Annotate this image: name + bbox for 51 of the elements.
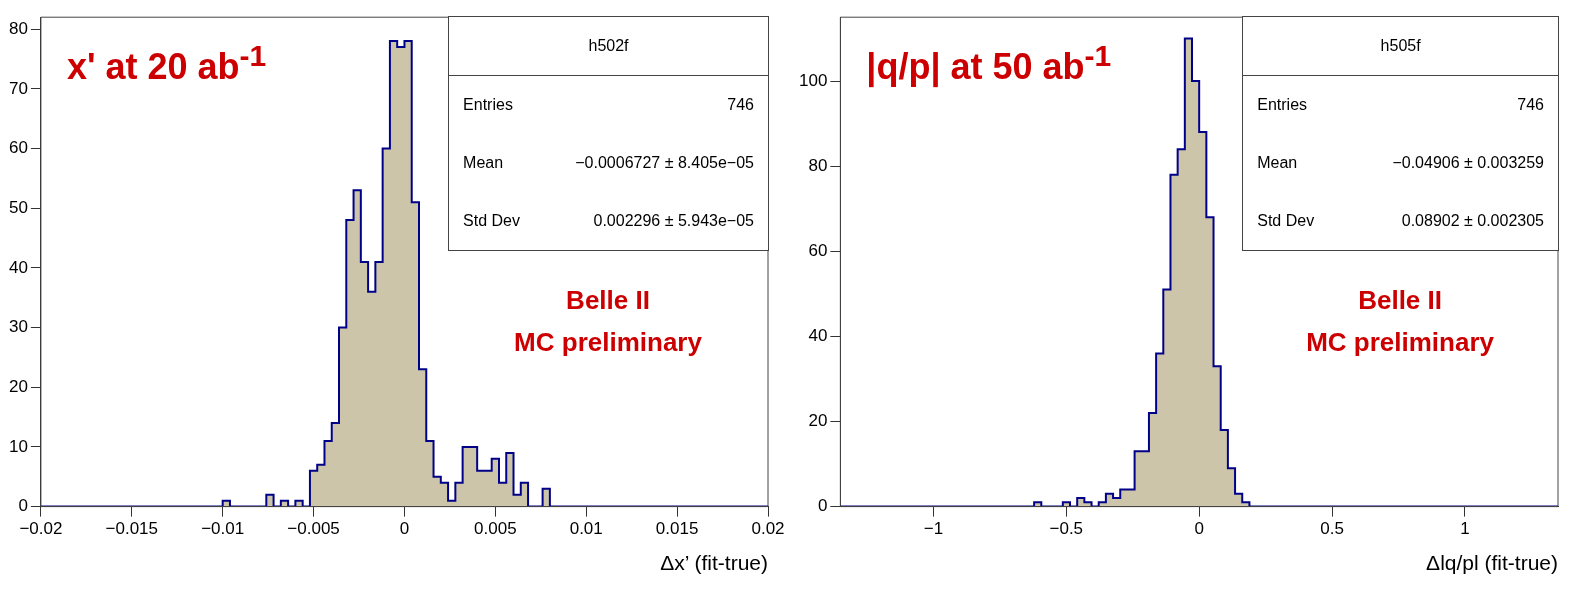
annotation: Belle II: [1357, 284, 1443, 318]
y-tick-label: 40: [808, 326, 828, 346]
x-axis-title: Δx’ (fit-true): [660, 550, 768, 575]
x-tick-label: 0.02: [751, 519, 785, 539]
y-tick-label: 60: [8, 138, 28, 158]
y-tick-label: 70: [8, 78, 28, 98]
x-tick-label: −0.015: [105, 519, 159, 539]
annotation: −0.04906 ± 0.003259: [1392, 154, 1544, 173]
text: x' at 20 ab$^{-1}$: [66, 39, 267, 89]
annotation: MC preliminary: [513, 326, 703, 360]
text: |q/p| at 50 ab$^{-1}$: [866, 39, 1112, 89]
x-tick-label: 0: [1194, 519, 1204, 539]
x-tick-label: −1: [923, 519, 944, 539]
y-tick-label: 40: [8, 257, 28, 277]
y-tick-label: 80: [8, 18, 28, 38]
x-tick-label: 1: [1460, 519, 1470, 539]
annotation: MC preliminary: [1305, 326, 1495, 360]
y-tick-label: 50: [8, 197, 28, 217]
y-tick-label: 20: [8, 376, 28, 396]
annotation: Entries: [1257, 96, 1308, 115]
annotation: 0.08902 ± 0.002305: [1401, 212, 1544, 231]
annotation: 0.002296 ± 5.943e−05: [593, 212, 754, 231]
y-tick-label: 100: [798, 70, 828, 90]
y-tick-label: 60: [808, 240, 828, 260]
y-tick-label: 10: [8, 436, 28, 456]
x-tick-label: −0.005: [287, 519, 340, 539]
annotation: Entries: [463, 96, 513, 115]
annotation: 746: [727, 96, 754, 115]
annotation: Mean: [463, 154, 504, 173]
annotation: 746: [1517, 96, 1544, 115]
x-tick-label: 0.015: [655, 519, 699, 539]
x-tick-label: −0.01: [201, 519, 245, 539]
annotation: Belle II: [565, 284, 651, 318]
x-tick-label: 0.005: [474, 519, 517, 539]
x-tick-label: 0: [399, 519, 410, 539]
annotation: h502f: [448, 16, 769, 77]
annotation: Mean: [1257, 154, 1298, 173]
y-tick-label: 0: [817, 496, 828, 516]
annotation: h505f: [1242, 16, 1559, 77]
y-tick-label: 20: [808, 411, 828, 431]
x-tick-label: −0.5: [1049, 519, 1084, 539]
annotation: Std Dev: [463, 212, 520, 231]
x-axis-title: Δlq/pl (fit-true): [1426, 550, 1558, 575]
annotation: −0.0006727 ± 8.405e−05: [575, 154, 754, 173]
y-tick-label: 30: [8, 317, 28, 337]
y-tick-label: 80: [808, 155, 828, 175]
x-tick-label: −0.02: [19, 519, 63, 539]
annotation: Std Dev: [1257, 212, 1315, 231]
y-tick-label: 0: [18, 496, 28, 516]
x-tick-label: 0.5: [1320, 519, 1344, 539]
x-tick-label: 0.01: [569, 519, 603, 539]
